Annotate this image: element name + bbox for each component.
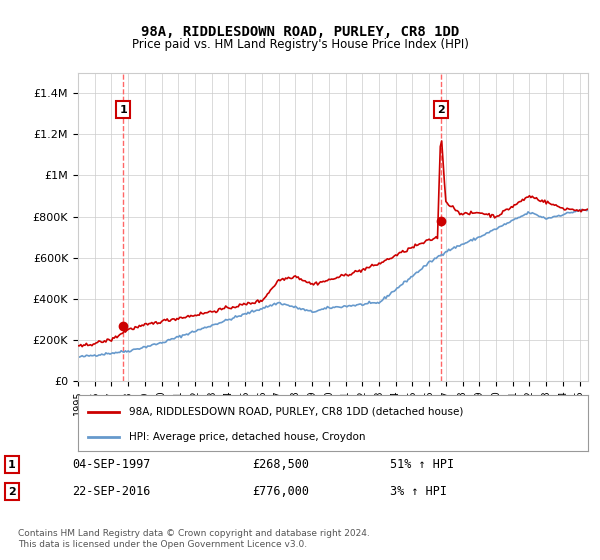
- Text: 2: 2: [437, 105, 445, 115]
- Text: 3% ↑ HPI: 3% ↑ HPI: [390, 486, 447, 498]
- Text: HPI: Average price, detached house, Croydon: HPI: Average price, detached house, Croy…: [129, 432, 365, 442]
- Text: 2: 2: [8, 487, 16, 497]
- Text: 1: 1: [8, 460, 16, 470]
- Text: Contains HM Land Registry data © Crown copyright and database right 2024.
This d: Contains HM Land Registry data © Crown c…: [18, 529, 370, 549]
- Text: £776,000: £776,000: [252, 486, 309, 498]
- Text: 04-SEP-1997: 04-SEP-1997: [72, 458, 151, 471]
- Text: £268,500: £268,500: [252, 458, 309, 471]
- Text: 51% ↑ HPI: 51% ↑ HPI: [390, 458, 454, 471]
- Text: 1: 1: [119, 105, 127, 115]
- Text: Price paid vs. HM Land Registry's House Price Index (HPI): Price paid vs. HM Land Registry's House …: [131, 38, 469, 51]
- Text: 98A, RIDDLESDOWN ROAD, PURLEY, CR8 1DD (detached house): 98A, RIDDLESDOWN ROAD, PURLEY, CR8 1DD (…: [129, 407, 463, 417]
- Text: 98A, RIDDLESDOWN ROAD, PURLEY, CR8 1DD: 98A, RIDDLESDOWN ROAD, PURLEY, CR8 1DD: [141, 25, 459, 39]
- Text: 22-SEP-2016: 22-SEP-2016: [72, 486, 151, 498]
